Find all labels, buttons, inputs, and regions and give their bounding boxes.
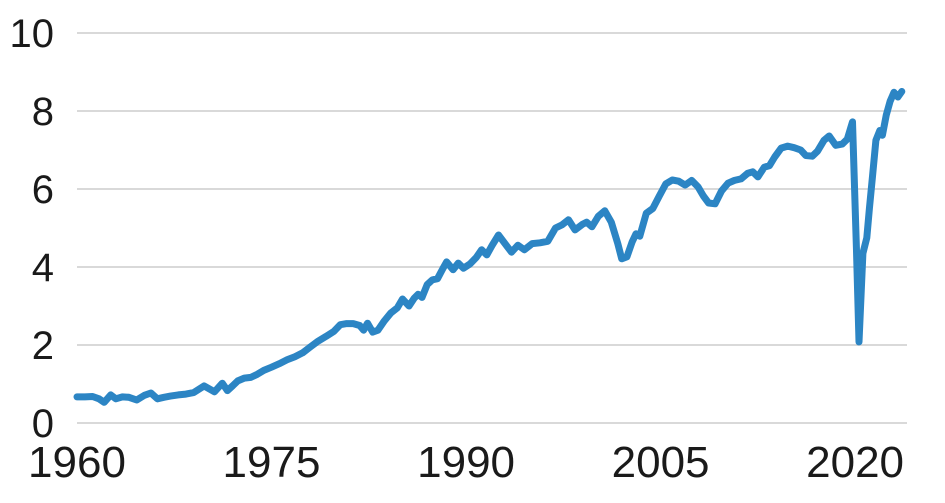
x-axis-labels: 1960 1975 1990 2005 2020: [28, 438, 904, 487]
y-axis-labels: 0 2 4 6 8 10: [10, 12, 55, 446]
x-tick-label: 2020: [806, 438, 904, 487]
x-tick-label: 1975: [223, 438, 321, 487]
data-series-line: [73, 88, 906, 406]
x-tick-label: 1990: [417, 438, 515, 487]
y-tick-label: 6: [32, 168, 54, 212]
y-tick-label: 4: [32, 246, 54, 290]
y-tick-label: 2: [32, 324, 54, 368]
x-tick-label: 1960: [28, 438, 126, 487]
y-tick-label: 10: [10, 12, 55, 56]
y-tick-label: 0: [32, 402, 54, 446]
gridlines: [77, 32, 907, 424]
y-tick-label: 8: [32, 90, 54, 134]
x-tick-label: 2005: [612, 438, 710, 487]
